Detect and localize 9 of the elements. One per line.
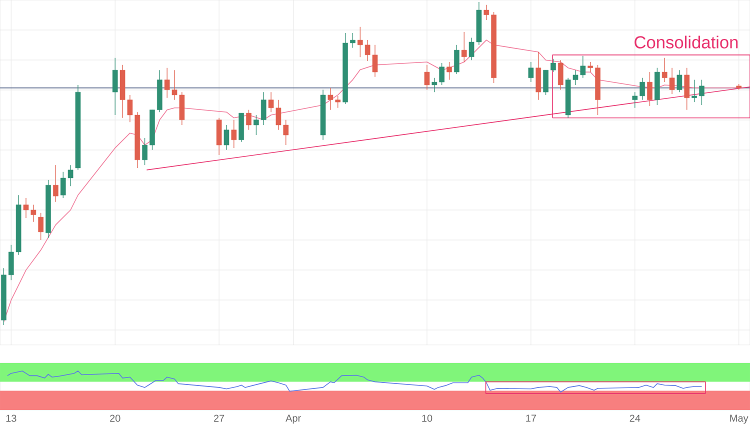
x-tick-label: Apr: [286, 414, 301, 424]
x-tick-label: 10: [422, 414, 432, 422]
x-tick-label: 27: [214, 414, 224, 422]
x-tick-label: 20: [110, 414, 120, 422]
x-tick-label: 13: [6, 414, 16, 422]
x-tick-label: 24: [630, 414, 640, 422]
x-tick-label: May: [730, 414, 748, 424]
x-tick-label: 17: [526, 414, 536, 422]
annotation: Consolidation: [634, 36, 738, 48]
